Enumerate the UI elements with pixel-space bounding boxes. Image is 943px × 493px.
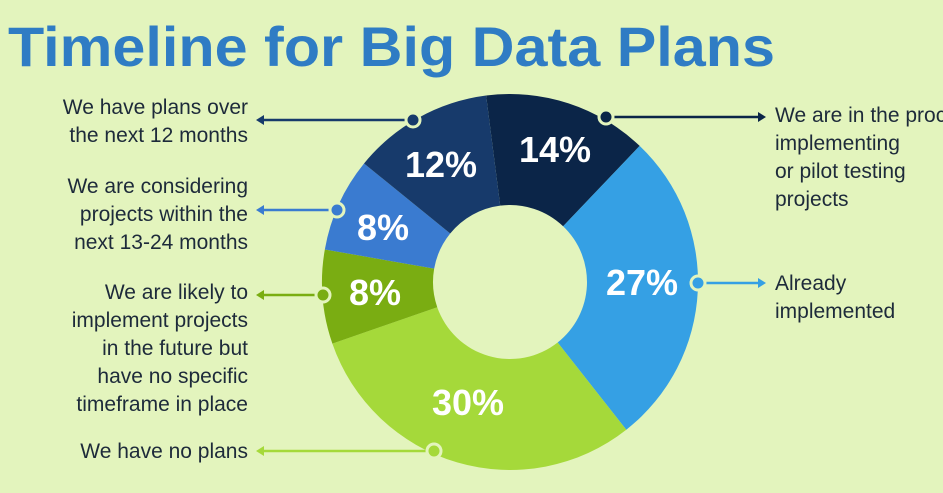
label-line: We have plans over (63, 96, 248, 119)
donut-slice (557, 145, 698, 430)
slice-value-label: 27% (606, 262, 678, 303)
label-line: have no specific (97, 365, 248, 388)
slice-category-label: We are considering projects within the nex… (67, 175, 248, 254)
callout-dot (597, 108, 615, 126)
callout-dot (404, 111, 422, 129)
label-line: or pilot testing (775, 160, 906, 183)
slice-value-label: 14% (519, 129, 591, 170)
label-line: We are in the process of (775, 104, 943, 127)
donut-slice (324, 163, 451, 269)
slice-value-label: 8% (349, 272, 401, 313)
label-line: projects (775, 188, 849, 211)
label-line: We are considering (67, 175, 248, 198)
donut-slice (486, 94, 640, 227)
slice-category-label: We are likely to implement projects in the… (72, 281, 248, 416)
callout-dot (328, 201, 346, 219)
arrow-head-icon (256, 205, 264, 215)
slice-value-label: 8% (357, 207, 409, 248)
slice-category-label: We have plans over the next 12 months (63, 96, 248, 147)
arrow-head-icon (758, 278, 766, 288)
arrow-head-icon (256, 446, 264, 456)
slice-category-label: We are in the process of implementing or p… (775, 104, 943, 211)
callout-dot (314, 286, 332, 304)
callout-dot (689, 274, 707, 292)
label-line: the next 12 months (69, 124, 248, 147)
donut-slice (364, 95, 501, 234)
label-line: We have no plans (80, 440, 248, 463)
label-line: next 13-24 months (74, 231, 248, 254)
arrow-head-icon (256, 290, 264, 300)
label-line: Already (775, 272, 847, 295)
arrow-head-icon (758, 112, 766, 122)
label-line: implementing (775, 132, 900, 155)
arrow-head-icon (256, 115, 264, 125)
slice-value-label: 30% (432, 382, 504, 423)
label-line: We are likely to (105, 281, 248, 304)
label-line: in the future but (102, 337, 248, 360)
label-line: implemented (775, 300, 895, 323)
slice-category-label: We have no plans (80, 440, 248, 463)
donut-slice (322, 249, 438, 344)
label-line: timeframe in place (76, 393, 248, 416)
slice-value-label: 12% (405, 144, 477, 185)
label-line: projects within the (80, 203, 248, 226)
donut-slice (332, 307, 627, 470)
slice-category-label: Already implemented (775, 272, 895, 323)
chart-title: Timeline for Big Data Plans (8, 15, 775, 78)
callout-dot (425, 442, 443, 460)
label-line: implement projects (72, 309, 248, 332)
